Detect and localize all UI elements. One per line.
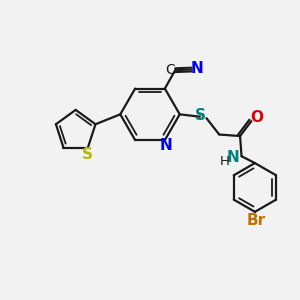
Text: N: N xyxy=(160,138,173,153)
Text: N: N xyxy=(227,150,240,165)
Text: S: S xyxy=(82,147,93,162)
Text: N: N xyxy=(190,61,203,76)
Text: O: O xyxy=(250,110,263,125)
Text: H: H xyxy=(219,155,229,168)
Text: C: C xyxy=(165,63,175,76)
Text: Br: Br xyxy=(247,213,266,228)
Text: S: S xyxy=(195,108,206,123)
